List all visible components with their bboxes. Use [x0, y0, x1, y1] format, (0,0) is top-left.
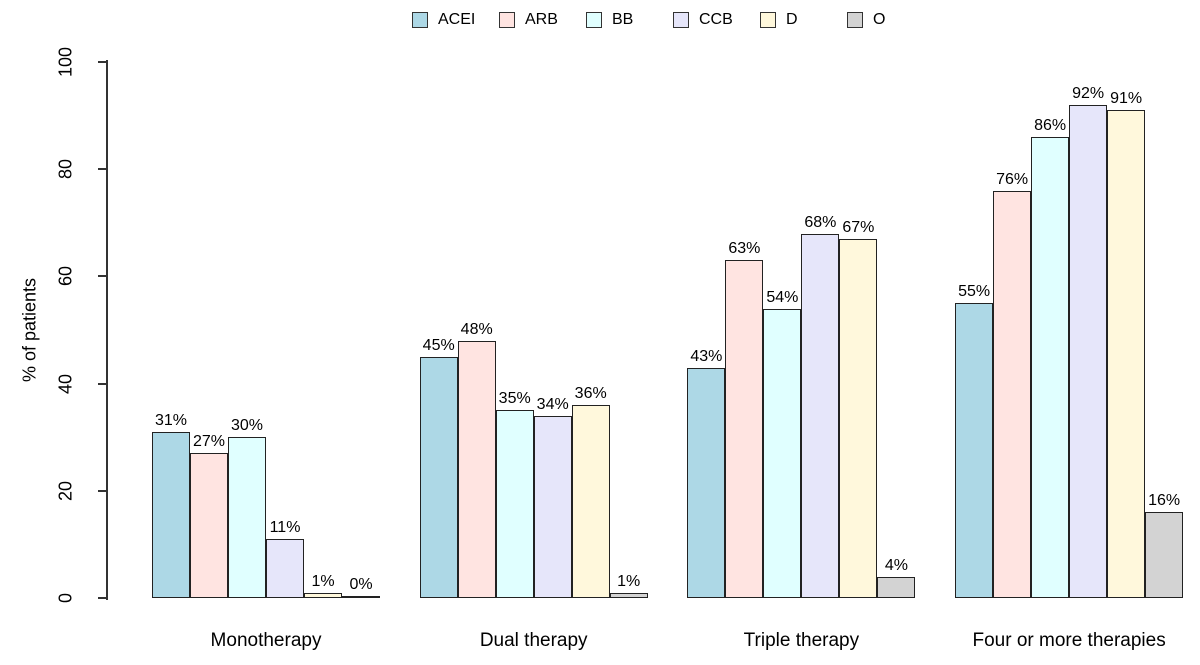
legend-label: ACEI	[438, 11, 476, 28]
bar-o	[877, 576, 916, 598]
y-tick	[98, 61, 106, 63]
bar-value-label: 31%	[154, 411, 188, 429]
bar-arb	[457, 340, 496, 598]
legend-swatch-acei	[412, 12, 428, 28]
bar-arb	[190, 453, 228, 598]
x-category-label: Monotherapy	[210, 630, 322, 651]
legend-item-bb: BB	[586, 12, 673, 28]
legend-item-o: O	[847, 12, 934, 28]
bar-ccb	[533, 415, 572, 598]
x-category-label: Four or more therapies	[972, 630, 1166, 651]
bar-value-label: 68%	[804, 213, 837, 231]
x-category-label: Dual therapy	[479, 630, 588, 651]
legend-item-arb: ARB	[499, 12, 586, 28]
bar-bb	[1031, 137, 1070, 598]
y-tick	[98, 382, 106, 385]
legend-item-acei: ACEI	[412, 12, 499, 28]
legend-swatch-arb	[499, 12, 515, 28]
y-axis-line	[106, 60, 108, 600]
bar-d	[839, 238, 878, 598]
legend-swatch-bb	[586, 12, 602, 28]
bar-bb	[495, 410, 534, 598]
x-category-label: Triple therapy	[743, 630, 860, 651]
y-tick	[98, 168, 106, 171]
bar-acei	[955, 303, 994, 598]
legend-label: CCB	[699, 11, 733, 28]
bar-arb	[725, 260, 764, 598]
legend-item-ccb: CCB	[673, 12, 760, 28]
bar-value-label: 92%	[1072, 84, 1105, 102]
legend-label: O	[873, 11, 886, 28]
bar-arb	[993, 190, 1032, 598]
legend-swatch-ccb	[673, 12, 689, 28]
legend-item-d: D	[760, 12, 847, 28]
bar-bb	[228, 437, 266, 598]
bar-acei	[687, 367, 726, 598]
bar-ccb	[801, 233, 840, 598]
bar-o	[342, 595, 380, 598]
bar-bb	[763, 308, 802, 598]
legend-label: ARB	[525, 11, 558, 28]
legend-label: D	[786, 11, 798, 28]
legend-label: BB	[612, 11, 634, 28]
bar-d	[1107, 110, 1146, 598]
legend: ACEI ARB BB CCB D O	[412, 12, 934, 28]
bar-o	[1145, 512, 1184, 598]
y-tick	[98, 597, 106, 599]
y-tick	[98, 275, 106, 278]
legend-swatch-o	[847, 12, 863, 28]
bar-acei	[419, 356, 458, 598]
bar-acei	[152, 431, 190, 598]
bar-d	[304, 592, 342, 598]
bar-ccb	[1069, 104, 1108, 598]
bar-o	[609, 592, 648, 598]
bar-ccb	[266, 539, 304, 598]
y-tick	[98, 489, 106, 492]
bar-value-label: 63%	[728, 240, 761, 258]
bar-value-label: 36%	[574, 385, 607, 403]
bar-d	[571, 405, 610, 598]
bar-value-label: 48%	[460, 320, 493, 338]
bar-value-label: 0%	[349, 575, 373, 593]
legend-swatch-d	[760, 12, 776, 28]
bar-value-label: 30%	[230, 417, 264, 435]
